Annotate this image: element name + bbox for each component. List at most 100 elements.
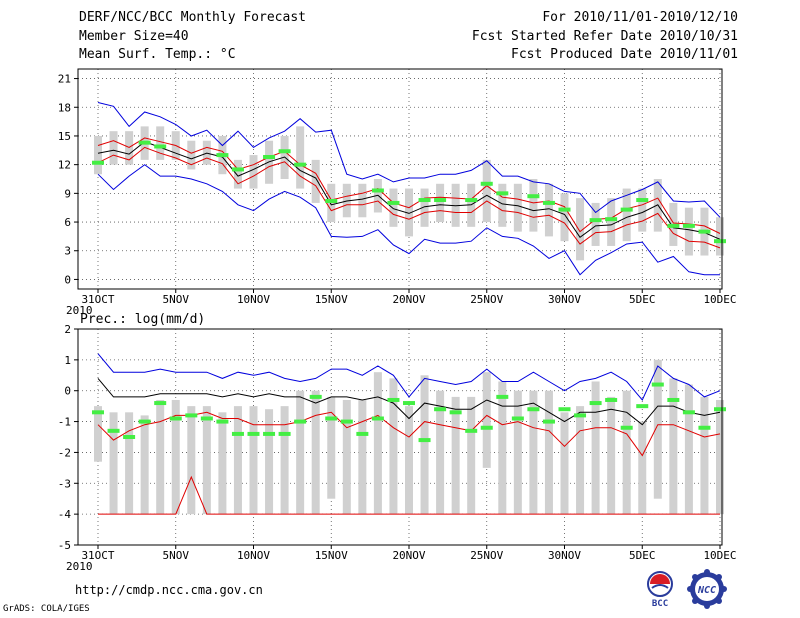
temp-observed-marker <box>558 207 571 212</box>
prec-ensemble-box <box>125 412 134 515</box>
prec-observed-marker <box>263 431 276 436</box>
prec-ensemble-box <box>436 390 445 515</box>
temp-ensemble-box <box>467 183 476 227</box>
prec-observed-marker <box>558 407 571 412</box>
prec-observed-marker <box>92 410 104 415</box>
forecast-period: For 2010/11/01-2010/12/10 <box>542 10 738 25</box>
prec-ensemble-box <box>451 396 460 515</box>
bcc-logo-text: BCC <box>652 599 668 608</box>
temp-ensemble-box <box>405 188 413 237</box>
prec-observed-marker <box>511 416 524 421</box>
prec-ensemble-box <box>358 399 367 515</box>
temp-ensemble-box <box>607 198 616 246</box>
prec-ytick-label: 0 <box>64 385 71 398</box>
prec-xtick-label: 15NOV <box>315 549 348 562</box>
prec-ensemble-box <box>187 406 196 515</box>
temp-ytick-label: 18 <box>58 101 71 114</box>
prec-ensemble-box <box>311 390 320 515</box>
prec-ensemble-box <box>109 412 118 515</box>
temp-ensemble-box <box>202 140 211 165</box>
temp-frame <box>77 68 723 290</box>
temp-min-line <box>97 164 720 276</box>
prec-ensemble-box <box>653 359 662 499</box>
prec-observed-marker <box>465 428 478 433</box>
temp-ensemble-box <box>560 193 569 242</box>
prec-ensemble-box <box>591 381 600 515</box>
temp-ytick-label: 0 <box>64 273 71 286</box>
temp-observed-marker <box>387 200 400 205</box>
prec-ensemble-box <box>233 406 242 515</box>
temp-ensemble-box <box>529 179 538 232</box>
temp-observed-marker <box>154 144 167 149</box>
temp-ytick-label: 3 <box>64 245 71 258</box>
prec-ensemble-box <box>373 372 382 515</box>
temp-ensemble-box <box>591 202 600 246</box>
temp-ensemble-box <box>436 183 445 223</box>
prec-ensemble-box <box>529 390 538 515</box>
temp-ensemble-box <box>156 126 165 160</box>
prec-observed-marker <box>418 438 431 443</box>
temp-observed-marker <box>589 218 602 223</box>
prec-ensemble-box <box>576 406 585 515</box>
prec-ytick-label: 2 <box>64 323 71 336</box>
prec-xtick-label: 30NOV <box>548 549 581 562</box>
chart-title: DERF/NCC/BCC Monthly Forecast <box>79 10 306 25</box>
temp-xtick-label: 15NOV <box>315 293 348 306</box>
temp-observed-marker <box>620 207 633 212</box>
prec-ytick-label: 1 <box>64 354 71 367</box>
prec-xtick-label: 10NOV <box>237 549 270 562</box>
prec-observed-marker <box>403 401 415 406</box>
prec-q25-line <box>97 411 721 457</box>
prec-observed-marker <box>231 431 244 436</box>
prec-observed-marker <box>371 416 384 421</box>
prec-xtick-label: 20NOV <box>392 549 425 562</box>
prec-ensemble-box <box>467 396 476 515</box>
prec-ensemble-box <box>669 378 678 515</box>
prec-observed-marker <box>636 404 649 409</box>
prec-observed-marker <box>169 416 182 421</box>
temp-ensemble-box <box>513 183 522 232</box>
temp-q75-line <box>97 137 721 234</box>
prec-observed-marker <box>527 407 540 412</box>
prec-observed-marker <box>542 419 555 424</box>
temp-q25-line <box>97 146 721 249</box>
prec-observed-marker <box>107 428 120 433</box>
temp-ensemble-box <box>498 183 507 227</box>
prec-ensemble-box <box>156 399 165 515</box>
prec-ensemble-box <box>700 396 709 515</box>
ncc-logo-text: NCC <box>697 585 716 596</box>
temp-observed-marker <box>294 162 307 167</box>
website-url[interactable]: http://cmdp.ncc.cma.gov.cn <box>75 583 263 597</box>
prec-max-line <box>97 353 721 401</box>
prec-observed-marker <box>434 407 447 412</box>
prec-ensemble-box <box>140 415 149 515</box>
prec-ytick-label: -4 <box>58 508 72 521</box>
temp-year-label: 2010 <box>66 304 93 317</box>
temp-observed-marker <box>231 167 244 172</box>
temp-observed-marker <box>480 181 493 186</box>
prec-ensemble-box <box>265 409 274 515</box>
temp-panel: 0 3 6 9 12 15 18 21 31OCT 5NOV 10NOV 15NOV 20NOV 25NO… <box>58 68 737 317</box>
prec-xtick-label: 10DEC <box>703 549 736 562</box>
temp-ensemble-box <box>249 155 258 189</box>
temp-ensemble-box <box>684 207 693 256</box>
prec-ensemble-box <box>560 412 569 515</box>
temp-observed-marker <box>371 188 384 193</box>
temp-observed-marker <box>263 155 276 159</box>
temp-xtick-label: 25NOV <box>470 293 503 306</box>
prec-observed-marker <box>682 410 695 415</box>
prec-ytick-label: -2 <box>58 446 71 459</box>
prec-xtick-label: 5NOV <box>163 549 190 562</box>
prec-ensemble-box <box>716 399 724 515</box>
prec-xtick-label: 5DEC <box>629 549 656 562</box>
prec-ensemble-box <box>622 390 631 515</box>
prec-observed-marker <box>480 425 493 430</box>
prec-observed-marker <box>278 431 291 436</box>
prec-ensemble-box <box>498 381 507 515</box>
prec-observed-marker <box>574 413 587 418</box>
prec-observed-marker <box>387 397 400 402</box>
ncc-logo: NCC <box>687 569 727 609</box>
prec-ytick-label: -1 <box>58 416 71 429</box>
temp-xtick-label: 5NOV <box>163 293 190 306</box>
